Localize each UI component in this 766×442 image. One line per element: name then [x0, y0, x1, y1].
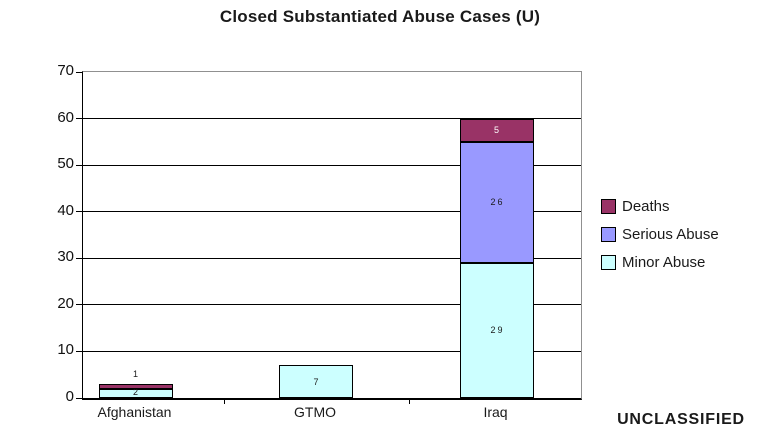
legend-label-deaths: Deaths — [622, 197, 670, 215]
x-axis-label-gtmo: GTMO — [294, 404, 336, 420]
bar-segment-iraq-serious-abuse — [459, 141, 534, 263]
y-axis-tick — [76, 350, 83, 352]
y-axis-label: 30 — [57, 248, 74, 266]
legend-item-serious-abuse: Serious Abuse — [601, 220, 719, 248]
x-axis-tick — [224, 398, 225, 404]
legend-item-minor-abuse: Minor Abuse — [601, 248, 719, 276]
x-axis-label-iraq: Iraq — [483, 404, 508, 420]
y-axis-label: 20 — [57, 294, 74, 312]
legend-item-deaths: Deaths — [601, 192, 719, 220]
legend-label-serious-abuse: Serious Abuse — [622, 225, 719, 243]
y-axis-label: 40 — [57, 201, 74, 219]
y-axis-tick — [76, 164, 83, 166]
y-axis-tick — [76, 71, 83, 73]
gridline — [83, 211, 581, 213]
x-axis-label-afghanistan: Afghanistan — [97, 404, 172, 420]
chart-title: Closed Substantiated Abuse Cases (U) — [219, 7, 541, 26]
bar-segment-afghanistan-minor-abuse — [98, 388, 173, 398]
gridline — [83, 118, 581, 120]
bar-segment-gtmo-minor-abuse — [279, 365, 353, 398]
minor-abuse-swatch — [601, 254, 616, 270]
y-axis-tick — [76, 397, 83, 399]
y-axis-tick — [76, 118, 83, 120]
legend: Deaths Serious Abuse Minor Abuse — [601, 192, 719, 276]
y-axis-tick — [76, 257, 83, 259]
y-axis-label: 10 — [57, 341, 74, 359]
bar-segment-iraq-minor-abuse — [459, 262, 534, 398]
y-axis-label: 60 — [57, 108, 74, 126]
gridline — [83, 304, 581, 306]
x-axis-tick — [409, 398, 410, 404]
serious-abuse-swatch — [601, 226, 616, 242]
y-axis-label: 50 — [57, 155, 74, 173]
gridline — [83, 350, 581, 352]
legend-label-minor-abuse: Minor Abuse — [622, 253, 706, 271]
plot-area: 2 1 7 29 26 5 — [76, 71, 582, 404]
gridline — [83, 257, 581, 259]
classification-label: UNCLASSIFIED — [617, 411, 745, 428]
bar-segment-afghanistan-deaths — [98, 384, 173, 389]
y-axis-tick — [76, 211, 83, 213]
bar-segment-iraq-deaths — [459, 118, 534, 142]
gridline — [83, 164, 581, 166]
y-axis-label: 70 — [57, 62, 74, 79]
value-label-afghanistan-above: 1 — [132, 369, 140, 380]
y-axis-label: 0 — [65, 388, 74, 405]
deaths-swatch — [601, 198, 616, 214]
y-axis-tick — [76, 304, 83, 306]
